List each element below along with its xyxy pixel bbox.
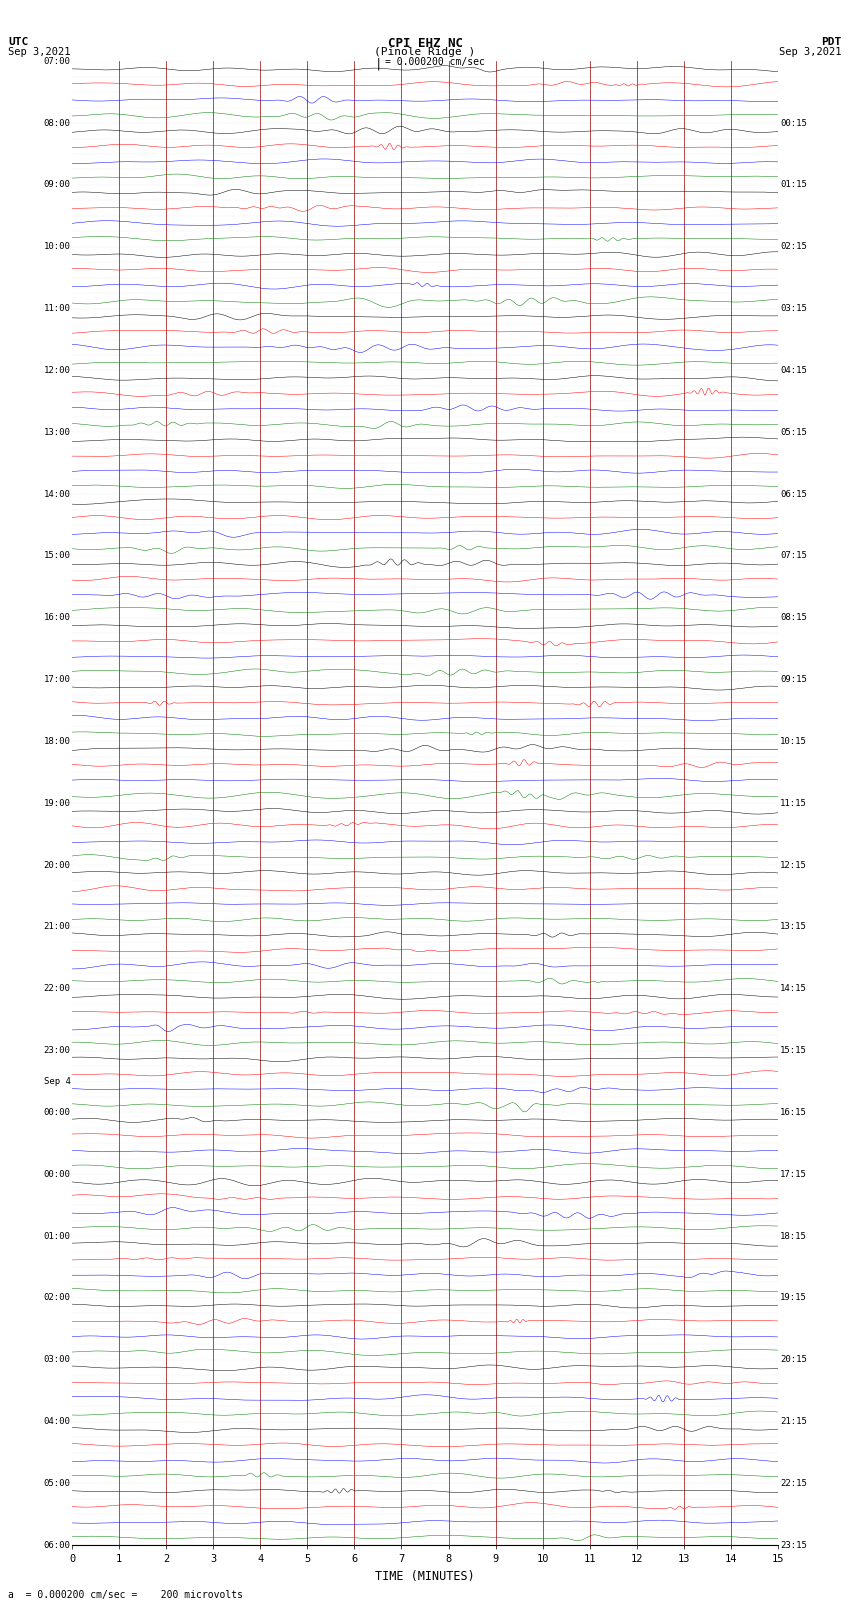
Text: 16:00: 16:00	[43, 613, 71, 623]
Text: 02:15: 02:15	[780, 242, 808, 252]
Text: 20:15: 20:15	[780, 1355, 808, 1365]
Text: 16:15: 16:15	[780, 1108, 808, 1116]
Text: 11:15: 11:15	[780, 798, 808, 808]
Text: 13:15: 13:15	[780, 923, 808, 931]
Text: 00:15: 00:15	[780, 119, 808, 127]
Text: 03:00: 03:00	[43, 1355, 71, 1365]
Text: 10:15: 10:15	[780, 737, 808, 745]
Text: 00:00: 00:00	[43, 1108, 71, 1116]
Text: 02:00: 02:00	[43, 1294, 71, 1302]
Text: = 0.000200 cm/sec: = 0.000200 cm/sec	[385, 58, 484, 68]
Text: 05:00: 05:00	[43, 1479, 71, 1487]
Text: |: |	[375, 58, 382, 71]
Text: 17:15: 17:15	[780, 1169, 808, 1179]
Text: UTC: UTC	[8, 37, 29, 47]
Text: 22:15: 22:15	[780, 1479, 808, 1487]
Text: PDT: PDT	[821, 37, 842, 47]
Text: 00:00: 00:00	[43, 1169, 71, 1179]
Text: 12:00: 12:00	[43, 366, 71, 374]
Text: 23:15: 23:15	[780, 1540, 808, 1550]
Text: 09:00: 09:00	[43, 181, 71, 189]
Text: 04:15: 04:15	[780, 366, 808, 374]
Text: 15:00: 15:00	[43, 552, 71, 560]
Text: a  = 0.000200 cm/sec =    200 microvolts: a = 0.000200 cm/sec = 200 microvolts	[8, 1590, 243, 1600]
Text: 09:15: 09:15	[780, 676, 808, 684]
Text: 08:15: 08:15	[780, 613, 808, 623]
Text: 08:00: 08:00	[43, 119, 71, 127]
Text: 06:15: 06:15	[780, 490, 808, 498]
Text: 14:15: 14:15	[780, 984, 808, 994]
X-axis label: TIME (MINUTES): TIME (MINUTES)	[375, 1569, 475, 1582]
Text: 22:00: 22:00	[43, 984, 71, 994]
Text: 19:00: 19:00	[43, 798, 71, 808]
Text: 03:15: 03:15	[780, 305, 808, 313]
Text: 05:15: 05:15	[780, 427, 808, 437]
Text: 07:00: 07:00	[43, 56, 71, 66]
Text: 21:00: 21:00	[43, 923, 71, 931]
Text: Sep 4: Sep 4	[43, 1077, 71, 1086]
Text: 21:15: 21:15	[780, 1418, 808, 1426]
Text: 07:15: 07:15	[780, 552, 808, 560]
Text: 11:00: 11:00	[43, 305, 71, 313]
Text: 18:00: 18:00	[43, 737, 71, 745]
Text: 18:15: 18:15	[780, 1232, 808, 1240]
Text: 20:00: 20:00	[43, 861, 71, 869]
Text: 23:00: 23:00	[43, 1047, 71, 1055]
Text: 15:15: 15:15	[780, 1047, 808, 1055]
Text: Sep 3,2021: Sep 3,2021	[779, 47, 842, 56]
Text: 14:00: 14:00	[43, 490, 71, 498]
Text: 04:00: 04:00	[43, 1418, 71, 1426]
Text: 13:00: 13:00	[43, 427, 71, 437]
Text: 01:00: 01:00	[43, 1232, 71, 1240]
Text: 19:15: 19:15	[780, 1294, 808, 1302]
Text: 10:00: 10:00	[43, 242, 71, 252]
Text: 06:00: 06:00	[43, 1540, 71, 1550]
Text: Sep 3,2021: Sep 3,2021	[8, 47, 71, 56]
Text: CPI EHZ NC: CPI EHZ NC	[388, 37, 462, 50]
Text: 12:15: 12:15	[780, 861, 808, 869]
Text: (Pinole Ridge ): (Pinole Ridge )	[374, 47, 476, 56]
Text: 01:15: 01:15	[780, 181, 808, 189]
Text: 17:00: 17:00	[43, 676, 71, 684]
